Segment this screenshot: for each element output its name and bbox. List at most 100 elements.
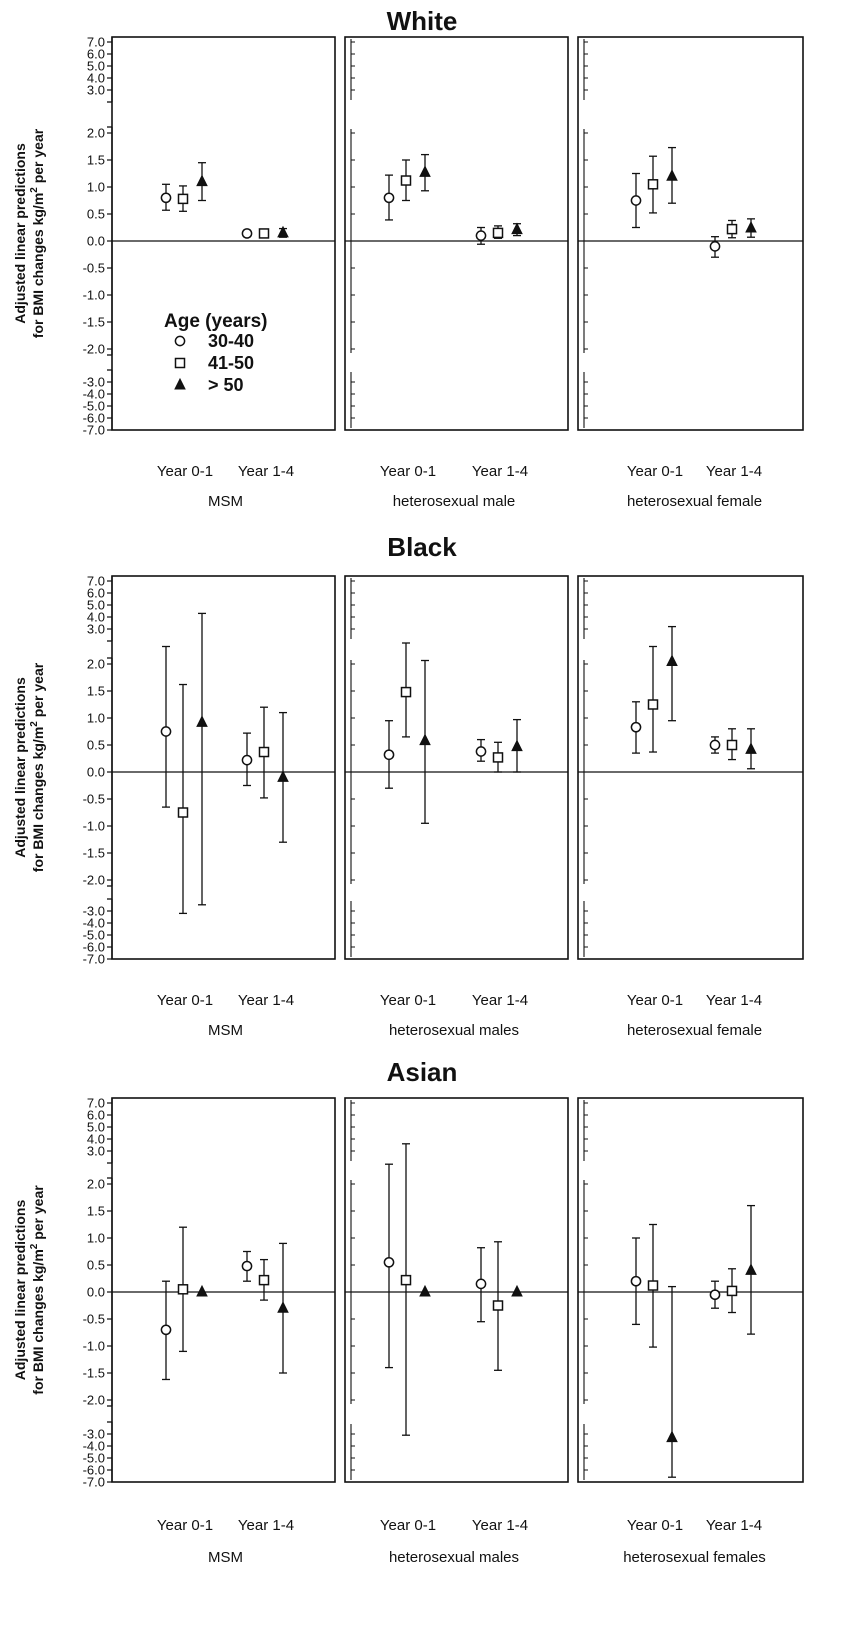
group-label: heterosexual male [393, 493, 516, 510]
y-axis-label-sup: 2 [29, 721, 40, 727]
marker-circle [383, 192, 395, 204]
legend-title: Age (years) [164, 311, 268, 332]
marker-square [177, 1284, 189, 1295]
y-tick-label: -0.5 [83, 792, 105, 807]
y-tick-label: 3.0 [87, 622, 105, 637]
y-tick-label: 1.5 [87, 153, 105, 168]
y-tick-label: -5.0 [83, 928, 105, 943]
marker-square [492, 752, 504, 763]
x-category-label: Year 1-4 [706, 1517, 762, 1534]
panel-2: Year 0-1 Year 1-4 heterosexual females [577, 1097, 804, 1566]
y-axis-label-line1: Adjusted linear predictions [12, 1200, 28, 1381]
legend-label: 41-50 [208, 353, 254, 373]
marker-circle [475, 230, 487, 241]
x-category-label: Year 0-1 [380, 992, 436, 1009]
marker-circle [160, 192, 172, 204]
y-tick-label: 4.0 [87, 610, 105, 625]
y-tick-label: 6.0 [87, 586, 105, 601]
chart-white: White Adjusted linear predictions for BMI … [12, 6, 804, 510]
marker-square [647, 1280, 659, 1291]
y-tick-label: -3.0 [83, 1427, 105, 1442]
marker-square [492, 1300, 504, 1311]
y-axis-label-end: per year [30, 128, 46, 187]
marker-square [726, 1285, 738, 1297]
y-tick-label: -6.0 [83, 1463, 105, 1478]
group-label: MSM [208, 1022, 243, 1039]
x-category-label: Year 0-1 [627, 1517, 683, 1534]
marker-circle [630, 195, 642, 206]
y-tick-label: 0.0 [87, 234, 105, 249]
y-tick-label: -0.5 [83, 1312, 105, 1327]
panel-1: Year 0-1 Year 1-4 heterosexual males [344, 1097, 569, 1566]
y-tick-label: 7.0 [87, 574, 105, 589]
marker-square [400, 686, 412, 698]
y-tick-label: -1.0 [83, 819, 105, 834]
marker-circle [709, 1289, 721, 1301]
panel-frame [344, 36, 569, 431]
panel-0: Year 0-1 Year 1-4 MSM [111, 1097, 336, 1566]
marker-triangle [745, 742, 757, 754]
marker-triangle [196, 1284, 208, 1297]
y-tick-label: -6.0 [83, 411, 105, 426]
y-tick-label: 0.5 [87, 1258, 105, 1273]
x-category-label: Year 1-4 [238, 463, 294, 480]
panel-0: Year 0-1 Year 1-4 MSM [111, 36, 336, 510]
y-tick-label: -1.0 [83, 288, 105, 303]
panel-frame [111, 36, 336, 431]
marker-triangle [277, 225, 289, 238]
y-tick-label: -1.0 [83, 1339, 105, 1354]
marker-circle [383, 749, 395, 761]
y-tick-label: 1.0 [87, 711, 105, 726]
y-tick-label: -4.0 [83, 1439, 105, 1454]
chart-title: Asian [387, 1057, 458, 1087]
marker-square [647, 179, 659, 190]
marker-triangle [277, 1301, 289, 1313]
y-tick-label: 5.0 [87, 59, 105, 74]
y-axis-label: Adjusted linear predictions for BMI chang… [12, 128, 46, 338]
marker-triangle [511, 222, 523, 235]
y-tick-label: -1.5 [83, 1366, 105, 1381]
chart-title: White [387, 6, 458, 36]
y-axis-label-line2: for BMI changes kg/m [30, 193, 46, 338]
chart-asian: Asian Adjusted linear predictions for BMI … [12, 1057, 804, 1566]
marker-square [492, 227, 504, 239]
marker-square [726, 223, 738, 235]
marker-square [726, 739, 738, 751]
y-axis-label-end: per year [30, 1185, 46, 1244]
x-category-label: Year 0-1 [627, 463, 683, 480]
y-tick-label: -6.0 [83, 940, 105, 955]
marker-circle [630, 1275, 642, 1287]
marker-triangle [666, 169, 678, 181]
x-category-label: Year 1-4 [472, 463, 528, 480]
legend-label: > 50 [208, 375, 244, 395]
marker-triangle [745, 220, 757, 233]
x-category-label: Year 1-4 [472, 1517, 528, 1534]
y-tick-label: 1.5 [87, 684, 105, 699]
y-axis-label-line2: for BMI changes kg/m [30, 1249, 46, 1394]
marker-circle [241, 1260, 253, 1272]
x-category-label: Year 1-4 [238, 1517, 294, 1534]
marker-square [258, 1274, 270, 1286]
panel-frame [577, 1097, 804, 1483]
y-tick-label: -7.0 [83, 423, 105, 438]
group-label: MSM [208, 493, 243, 510]
marker-circle [160, 1324, 172, 1336]
y-tick-label: 0.5 [87, 207, 105, 222]
y-tick-label: 3.0 [87, 1144, 105, 1159]
y-axis-label: Adjusted linear predictions for BMI chang… [12, 662, 46, 872]
marker-triangle [666, 1430, 678, 1443]
marker-triangle [419, 165, 431, 177]
panel-frame [111, 575, 336, 960]
marker-circle [174, 335, 186, 347]
marker-circle [160, 726, 172, 737]
marker-square [258, 228, 270, 239]
marker-triangle [174, 377, 186, 390]
marker-square [647, 699, 659, 710]
marker-circle [383, 1256, 395, 1268]
y-tick-label: 7.0 [87, 35, 105, 50]
group-label: heterosexual males [389, 1549, 519, 1566]
x-category-label: Year 0-1 [157, 1517, 213, 1534]
y-axis-label-line1: Adjusted linear predictions [12, 143, 28, 324]
y-tick-label: -0.5 [83, 261, 105, 276]
